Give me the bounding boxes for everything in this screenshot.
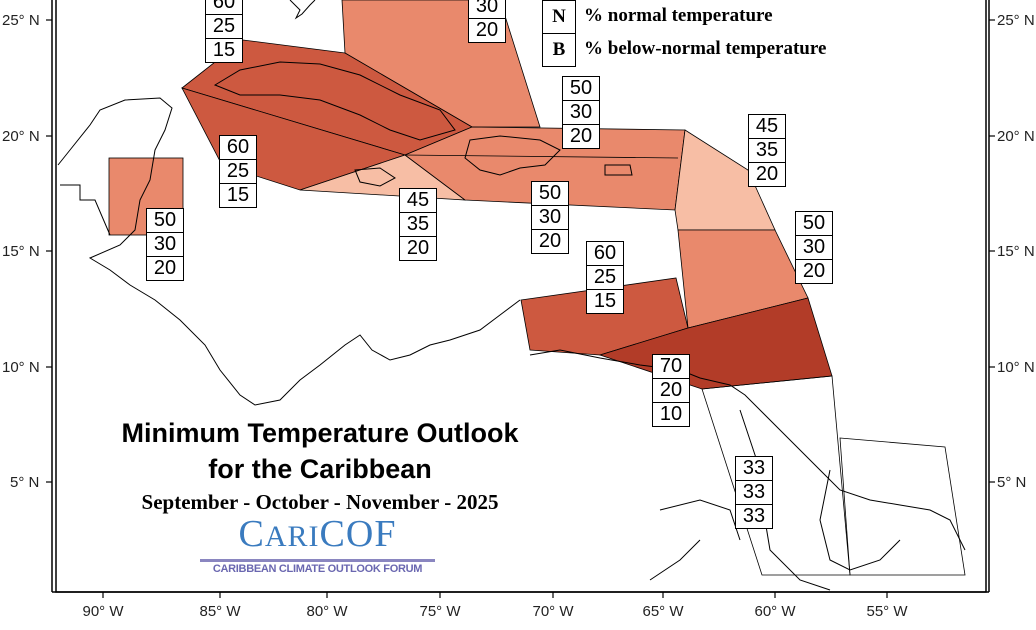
lat-label: 15° N xyxy=(2,243,40,260)
prob-above: 33 xyxy=(736,457,772,481)
caricof-logo: CARICOF CARIBBEAN CLIMATE OUTLOOK FORUM xyxy=(200,514,435,575)
prob-normal: 25 xyxy=(587,266,623,290)
prob-normal: 30 xyxy=(796,236,832,260)
zone-guianas-east xyxy=(839,437,966,576)
prob-below: 20 xyxy=(538,230,562,252)
prob-box-belize: 50 30 20 xyxy=(146,208,184,281)
lat-label: 10° N xyxy=(997,359,1035,376)
prob-normal: 25 xyxy=(206,15,242,39)
legend-label-below: % below-normal temperature xyxy=(584,38,827,59)
logo-subtitle: CARIBBEAN CLIMATE OUTLOOK FORUM xyxy=(212,563,423,575)
prob-normal: 30 xyxy=(469,0,505,19)
prob-below: 20 xyxy=(406,237,430,259)
legend-label-normal: % normal temperature xyxy=(584,5,773,26)
map-title: Minimum Temperature Outlook xyxy=(121,418,519,448)
prob-below: 15 xyxy=(226,184,250,206)
prob-normal: 33 xyxy=(736,481,772,505)
prob-above: 50 xyxy=(532,182,568,206)
lat-label: 25° N xyxy=(997,12,1035,29)
lat-labels-left: 25° N 20° N 15° N 10° N 5° N xyxy=(2,12,40,491)
prob-normal: 30 xyxy=(563,101,599,125)
prob-box-bahamas: 30 20 xyxy=(468,0,506,43)
prob-below: 20 xyxy=(153,257,177,279)
prob-above: 45 xyxy=(749,115,785,139)
prob-below: 10 xyxy=(659,403,683,425)
prob-normal: 25 xyxy=(220,160,256,184)
logo-divider xyxy=(200,559,435,562)
lat-label: 10° N xyxy=(2,359,40,376)
prob-box-windward-islands: 50 30 20 xyxy=(795,211,833,284)
lon-label: 55° W xyxy=(866,603,908,620)
prob-above: 60 xyxy=(220,136,256,160)
map-period: September - October - November - 2025 xyxy=(141,490,499,514)
prob-above: 50 xyxy=(147,209,183,233)
prob-box-trinidad-tobago: 70 20 10 xyxy=(652,354,690,427)
prob-box-hispaniola-north: 50 30 20 xyxy=(562,76,600,149)
lon-labels: 90° W 85° W 80° W 75° W 70° W 65° W 60° … xyxy=(82,603,908,620)
lat-label: 25° N xyxy=(2,12,40,29)
legend-key-normal: N xyxy=(542,0,576,34)
prob-below: 20 xyxy=(569,125,593,147)
lon-label: 85° W xyxy=(199,603,241,620)
prob-box-hispaniola-puerto-rico: 50 30 20 xyxy=(531,181,569,254)
prob-below: 33 xyxy=(742,505,766,527)
prob-below: 20 xyxy=(755,163,779,185)
prob-above: 60 xyxy=(587,242,623,266)
prob-normal: 30 xyxy=(147,233,183,257)
lon-label: 65° W xyxy=(642,603,684,620)
map-title-line2: for the Caribbean xyxy=(208,454,432,484)
lon-label: 70° W xyxy=(532,603,574,620)
prob-box-leeward-islands: 45 35 20 xyxy=(748,114,786,187)
lat-label: 5° N xyxy=(997,474,1026,491)
prob-box-cayman: 60 25 15 xyxy=(219,135,257,208)
prob-below: 20 xyxy=(475,19,499,41)
lat-labels-right: 25° N 20° N 15° N 10° N 5° N xyxy=(997,12,1035,491)
logo-wordmark: CARICOF xyxy=(238,513,397,555)
lat-label: 20° N xyxy=(2,128,40,145)
lon-label: 60° W xyxy=(754,603,796,620)
zone-guianas xyxy=(701,375,851,576)
prob-above: 60 xyxy=(206,0,242,15)
prob-normal: 30 xyxy=(532,206,568,230)
lat-tick-marks xyxy=(46,19,995,598)
lat-label: 5° N xyxy=(10,474,39,491)
prob-above: 70 xyxy=(653,355,689,379)
prob-normal: 35 xyxy=(400,213,436,237)
prob-above: 50 xyxy=(796,212,832,236)
lon-label: 80° W xyxy=(306,603,348,620)
prob-below: 15 xyxy=(212,39,236,61)
prob-above: 50 xyxy=(563,77,599,101)
prob-box-guianas: 33 33 33 xyxy=(735,456,773,529)
legend-key-below: B xyxy=(542,33,576,67)
prob-box-cuba: 60 25 15 xyxy=(205,0,243,63)
prob-normal: 35 xyxy=(749,139,785,163)
lat-label: 15° N xyxy=(997,243,1035,260)
prob-above: 45 xyxy=(400,189,436,213)
prob-below: 15 xyxy=(593,290,617,312)
prob-box-jamaica: 45 35 20 xyxy=(399,188,437,261)
prob-normal: 20 xyxy=(653,379,689,403)
prob-below: 20 xyxy=(802,260,826,282)
forecast-zones xyxy=(108,0,966,576)
prob-box-abc-islands: 60 25 15 xyxy=(586,241,624,314)
lon-label: 75° W xyxy=(419,603,461,620)
lon-label: 90° W xyxy=(82,603,124,620)
lat-label: 20° N xyxy=(997,128,1035,145)
